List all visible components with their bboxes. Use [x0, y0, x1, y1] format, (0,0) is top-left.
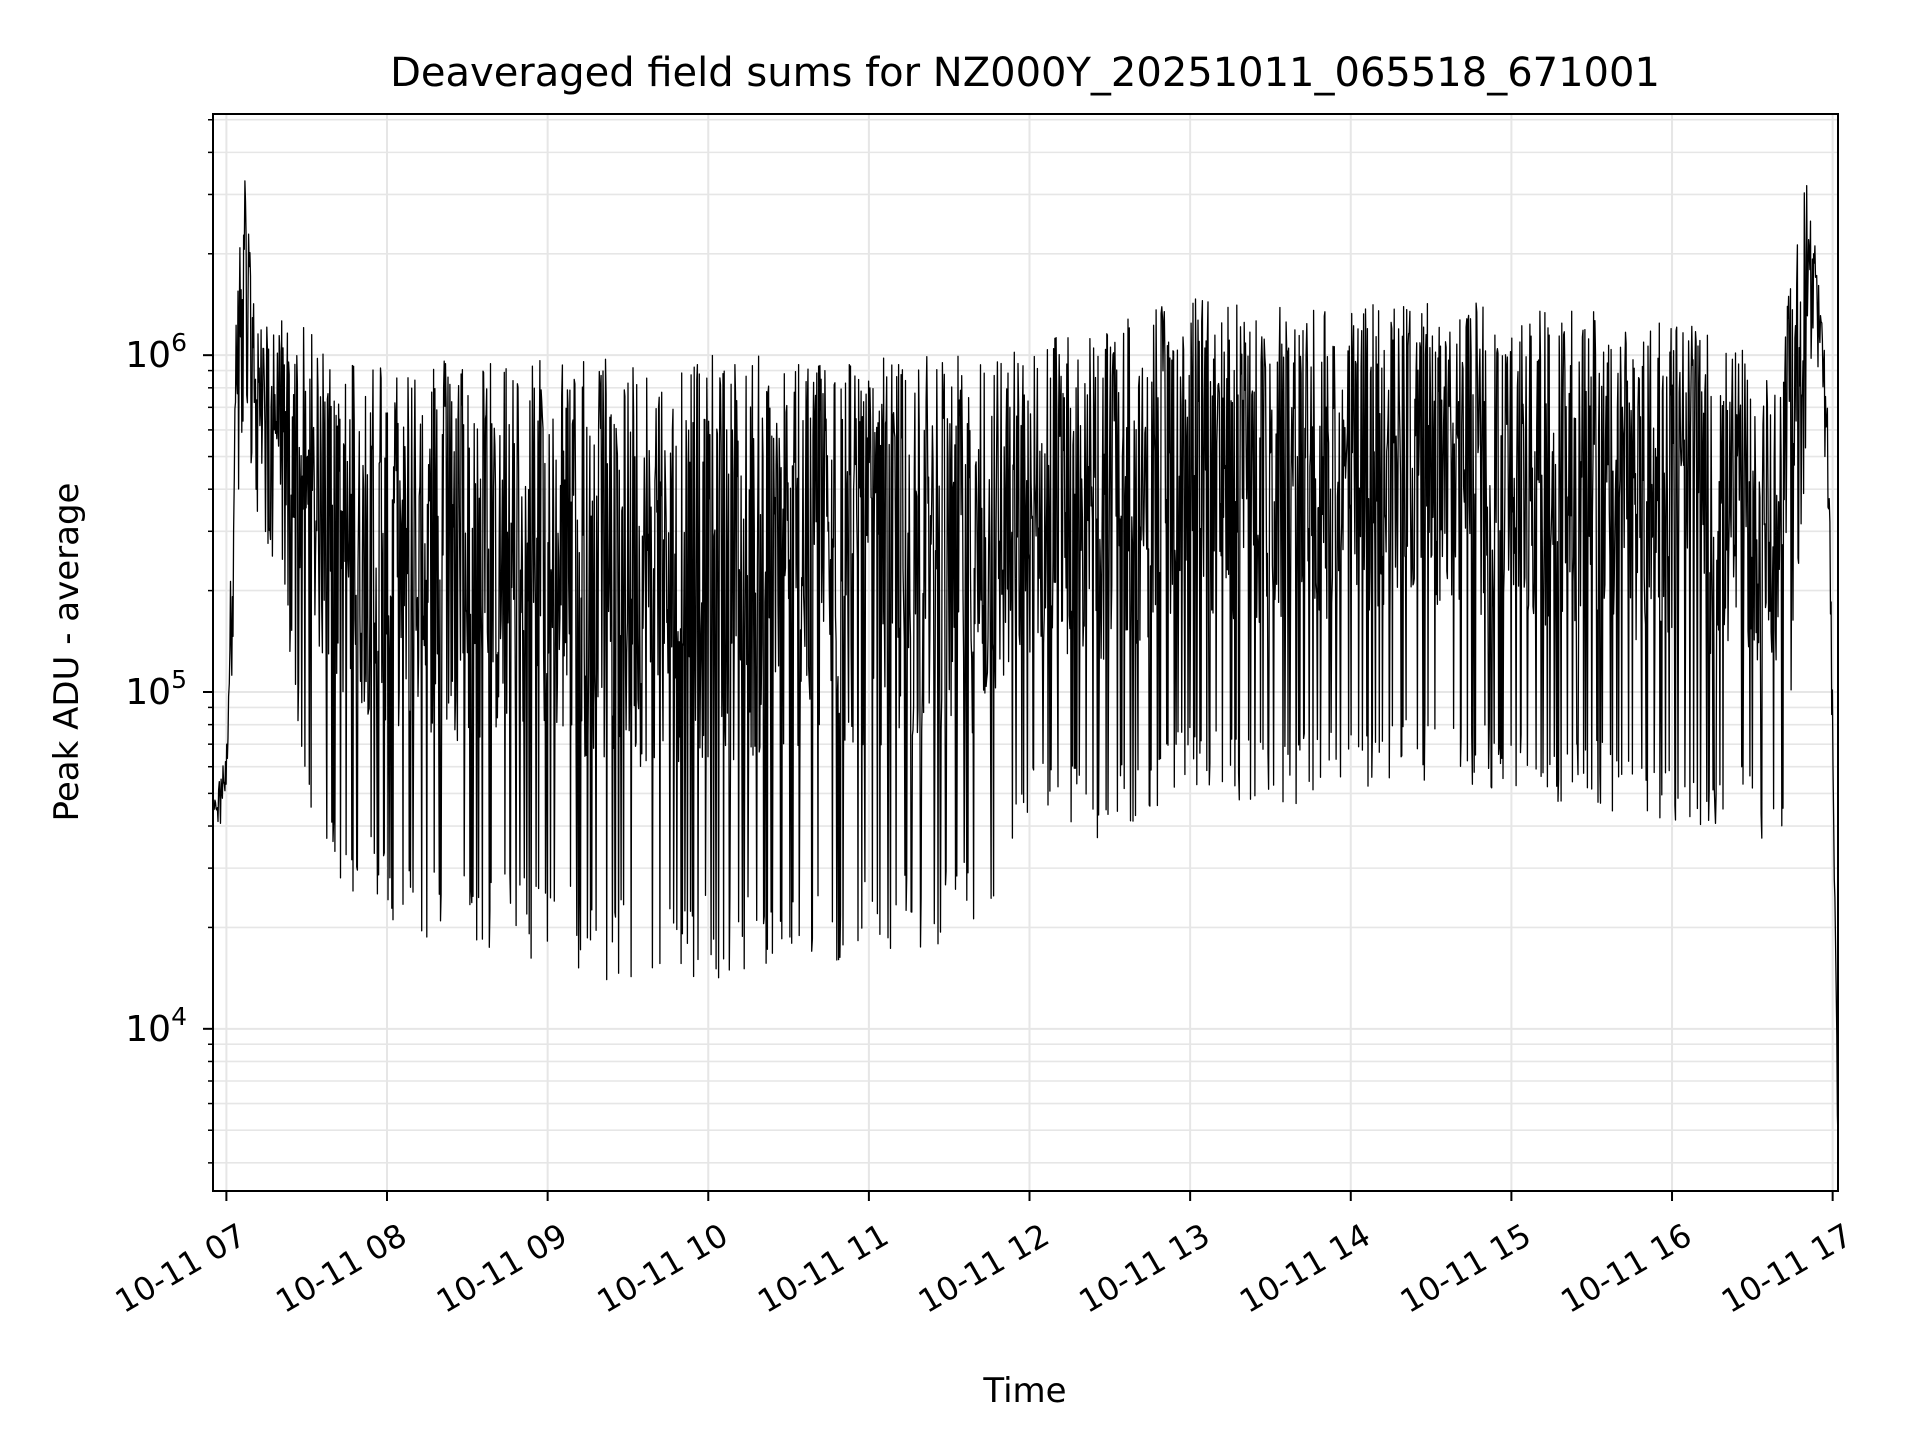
x-axis-label: Time	[982, 1371, 1066, 1411]
series-path	[212, 180, 1839, 1139]
plot-frame	[212, 113, 1839, 1192]
y-tick-label: 106	[125, 328, 187, 376]
chart-title: Deaveraged field sums for NZ000Y_2025101…	[390, 50, 1660, 96]
series-line	[212, 180, 1839, 1139]
grid-lines	[213, 114, 1838, 1191]
y-tick-label: 105	[125, 665, 187, 713]
y-axis-label: Peak ADU - average	[47, 483, 87, 822]
y-tick-label: 104	[125, 1002, 187, 1050]
